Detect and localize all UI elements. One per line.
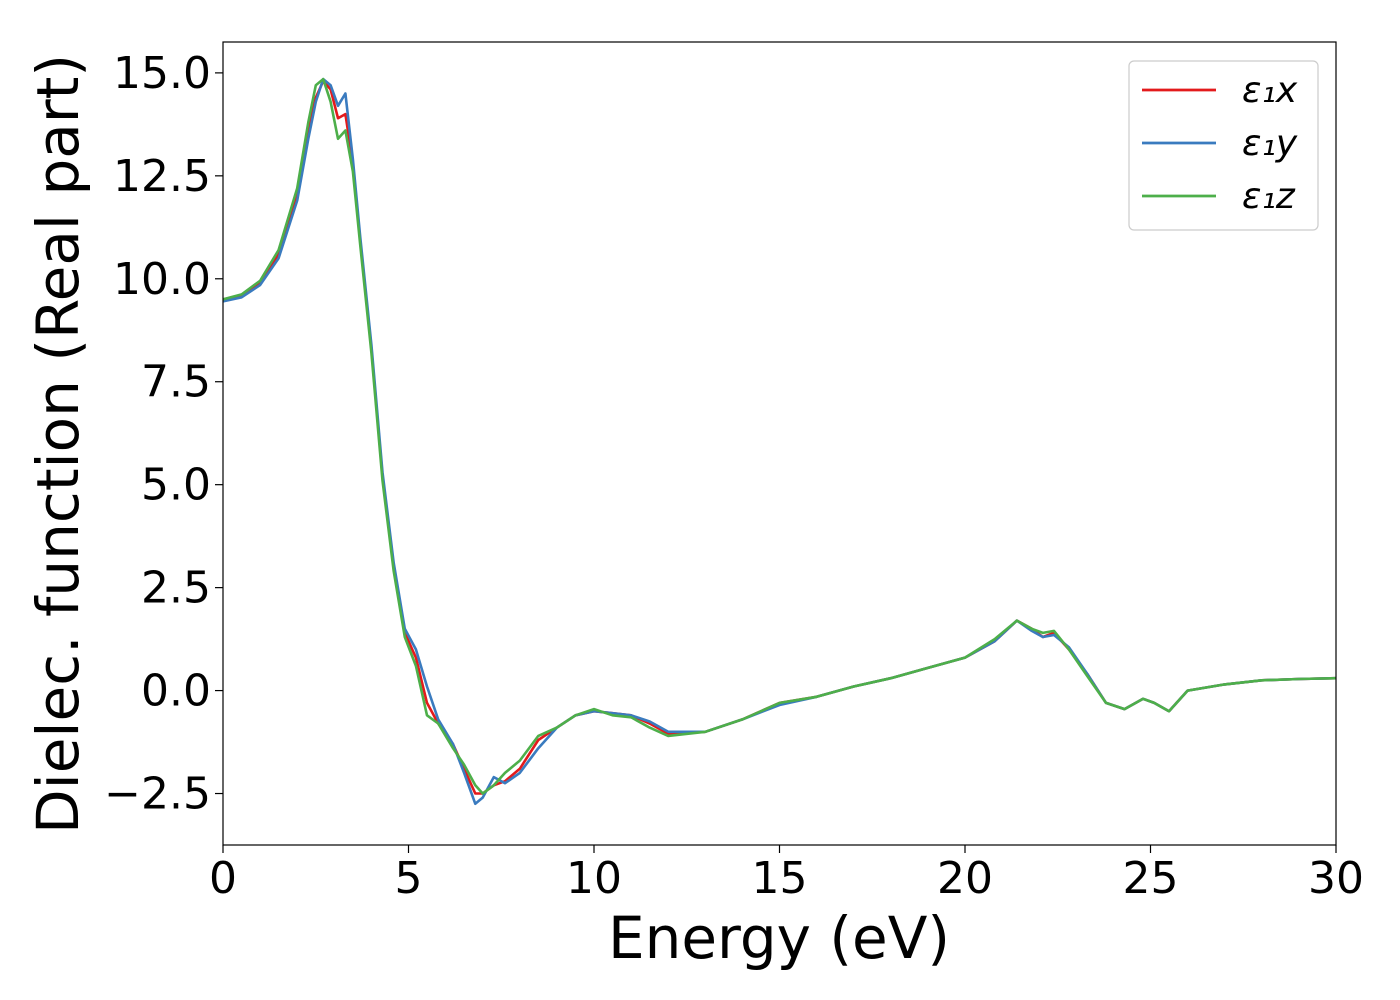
- y-tick-label: 7.5: [141, 357, 211, 408]
- legend-label-2: ε₁y: [1242, 123, 1298, 164]
- series-layer: [223, 77, 1336, 806]
- legend-box: [1128, 60, 1319, 231]
- y-tick-label: 15.0: [113, 48, 211, 99]
- x-tick-label: 0: [209, 853, 237, 904]
- x-tick-label: 15: [752, 853, 808, 904]
- y-axis-title: Dielec. function (Real part): [24, 54, 92, 834]
- x-axis-ticks: 0 5 10 15 20 25 30: [209, 845, 1364, 904]
- y-tick-label: 12.5: [113, 151, 211, 202]
- y-tick-label: 2.5: [141, 563, 211, 614]
- series-line-3: [223, 77, 1336, 795]
- x-tick-label: 5: [395, 853, 423, 904]
- y-tick-label: 5.0: [141, 460, 211, 511]
- legend-label-1: ε₁x: [1242, 70, 1298, 111]
- x-tick-label: 20: [937, 853, 993, 904]
- x-axis-title: Energy (eV): [608, 904, 950, 972]
- x-tick-label: 25: [1123, 853, 1179, 904]
- y-tick-label: 10.0: [113, 254, 211, 305]
- y-tick-label: −2.5: [104, 769, 211, 820]
- x-tick-label: 10: [566, 853, 622, 904]
- y-tick-label: 0.0: [141, 666, 211, 717]
- y-axis-ticks: −2.5 0.0 2.5 5.0 7.5 10.0 12.5 15.0: [104, 48, 223, 820]
- legend: ε₁x ε₁y ε₁z: [1128, 60, 1319, 231]
- x-tick-label: 30: [1308, 853, 1364, 904]
- legend-label-3: ε₁z: [1242, 176, 1296, 217]
